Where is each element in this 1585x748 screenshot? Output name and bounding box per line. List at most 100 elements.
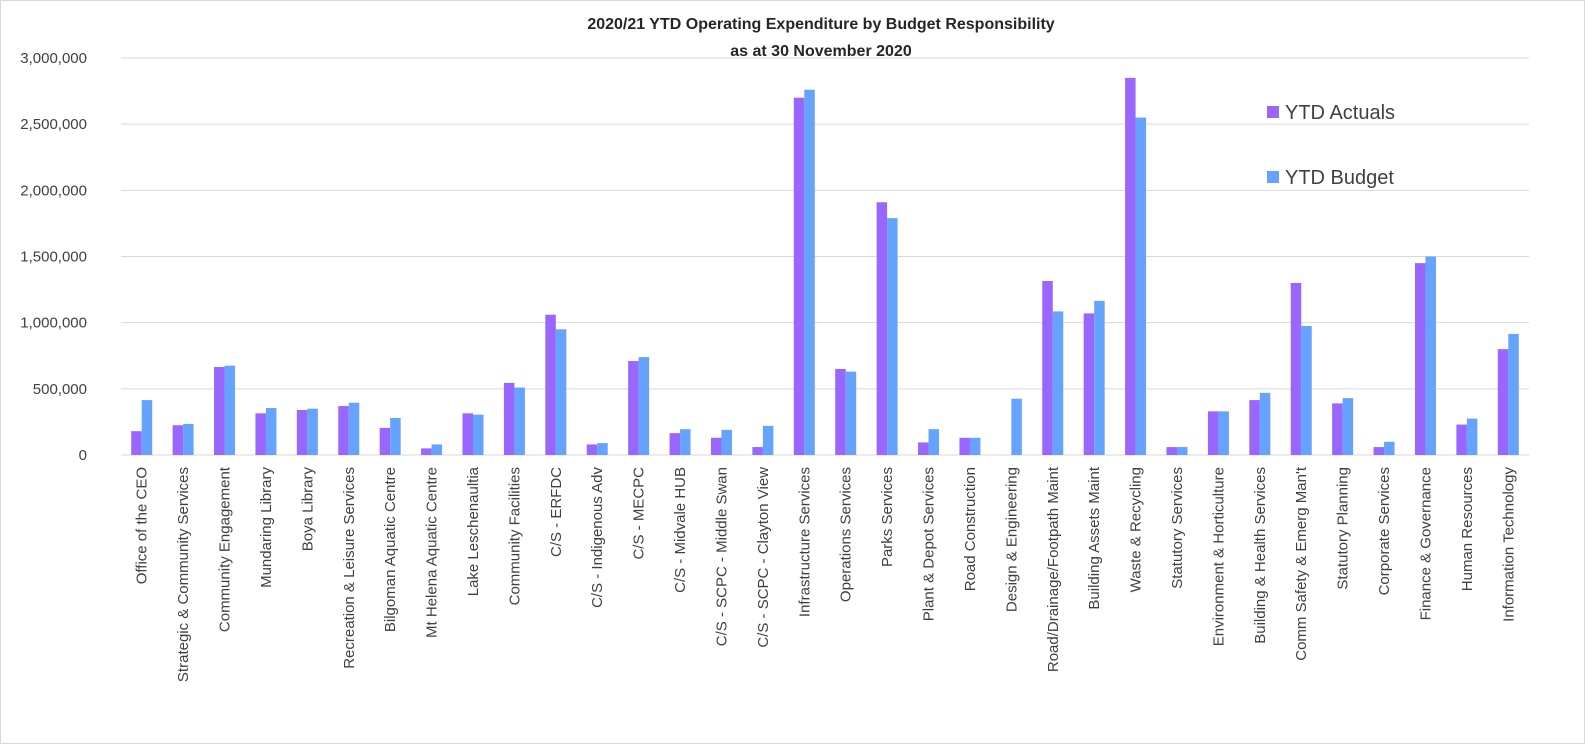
- bar-ytd-budget: [680, 429, 691, 455]
- legend-swatch-ytd-actuals: [1267, 106, 1279, 118]
- x-tick-label: Environment & Horticulture: [1210, 467, 1227, 646]
- x-tick-label: Human Resources: [1459, 467, 1476, 591]
- bar-ytd-actuals: [338, 406, 349, 455]
- legend-label: YTD Budget: [1285, 167, 1394, 189]
- x-tick-label: Boya Library: [299, 467, 316, 552]
- x-tick-label: Strategic & Community Services: [175, 467, 192, 682]
- bar-ytd-actuals: [503, 382, 515, 455]
- x-tick-label: Finance & Governance: [1417, 467, 1434, 620]
- x-tick-label: Building Assets Maint: [1086, 466, 1103, 609]
- bar-ytd-actuals: [1166, 447, 1177, 455]
- bar-ytd-actuals: [959, 437, 970, 455]
- bar-ytd-actuals: [1332, 403, 1343, 455]
- bar-ytd-actuals: [586, 444, 598, 455]
- bar-ytd-actuals: [1456, 424, 1467, 455]
- y-tick-label: 500,000: [33, 381, 87, 398]
- bar-ytd-actuals: [545, 314, 556, 455]
- bar-ytd-budget: [1052, 311, 1064, 455]
- bar-ytd-actuals: [918, 442, 929, 455]
- bar-ytd-budget: [514, 387, 525, 455]
- bar-ytd-budget: [1301, 325, 1312, 455]
- x-tick-label: Building & Health Services: [1252, 467, 1269, 644]
- bar-ytd-budget: [887, 218, 898, 455]
- bar-ytd-budget: [1508, 333, 1519, 455]
- bars: [131, 77, 1519, 456]
- x-tick-label: Corporate Services: [1376, 467, 1393, 595]
- bar-ytd-actuals: [835, 368, 846, 455]
- bar-ytd-budget: [390, 417, 401, 455]
- x-tick-label: Statutory Services: [1169, 467, 1186, 589]
- bar-ytd-budget: [1218, 411, 1229, 455]
- bar-ytd-budget: [928, 429, 940, 455]
- y-tick-label: 1,000,000: [20, 315, 87, 332]
- bar-ytd-actuals: [462, 413, 473, 455]
- bar-ytd-actuals: [1125, 77, 1136, 455]
- x-tick-label: Road Construction: [962, 467, 979, 591]
- x-tick-label: Waste & Recycling: [1128, 467, 1145, 592]
- bar-ytd-actuals: [421, 448, 432, 455]
- x-tick-label: Parks Services: [879, 467, 896, 567]
- bar-ytd-budget: [555, 329, 567, 455]
- x-tick-label: Statutory Planning: [1335, 467, 1352, 590]
- x-axis-tick-labels: Office of the CEO Strategic & Community S…: [134, 466, 1518, 682]
- x-tick-label: C/S - MECPC: [631, 467, 648, 560]
- y-axis-tick-labels: 0 500,000 1,000,000 1,500,000 2,000,000 2,500…: [20, 50, 87, 464]
- x-tick-label: C/S - Indigenous Adv: [589, 467, 606, 608]
- bar-ytd-budget: [1425, 256, 1436, 455]
- x-tick-label: Mt Helena Aquatic Centre: [424, 467, 441, 638]
- x-tick-label: Lake Leschenaultia: [465, 466, 482, 596]
- y-tick-label: 0: [79, 447, 87, 464]
- x-tick-label: Operations Services: [838, 467, 855, 602]
- x-tick-label: Bilgoman Aquatic Centre: [382, 467, 399, 632]
- chart-subtitle: as at 30 November 2020: [730, 43, 912, 60]
- bar-ytd-budget: [969, 437, 981, 455]
- bar-ytd-budget: [183, 423, 194, 455]
- bar-ytd-actuals: [214, 366, 225, 455]
- chart-title: 2020/21 YTD Operating Expenditure by Bud…: [587, 16, 1054, 33]
- bar-ytd-actuals: [793, 97, 805, 455]
- x-tick-label: C/S - ERFDC: [548, 467, 565, 557]
- bar-ytd-budget: [597, 443, 608, 455]
- bar-ytd-budget: [638, 357, 650, 455]
- bar-ytd-actuals: [172, 425, 184, 455]
- bar-ytd-budget: [265, 408, 277, 455]
- x-tick-label: Infrastructure Services: [796, 467, 813, 617]
- x-tick-label: C/S - SCPC - Clayton View: [755, 467, 772, 648]
- bar-ytd-actuals: [1207, 411, 1219, 455]
- bar-ytd-actuals: [379, 427, 391, 455]
- bar-ytd-budget: [845, 371, 857, 455]
- x-tick-label: Road/Drainage/Footpath Maint: [1045, 466, 1062, 672]
- x-tick-label: Recreation & Leisure Services: [341, 467, 358, 669]
- bar-ytd-budget: [721, 429, 732, 455]
- x-tick-label: Comm Safety & Emerg Man't: [1293, 466, 1310, 661]
- x-tick-label: Mundaring Library: [258, 467, 275, 588]
- bar-ytd-budget: [1177, 447, 1188, 455]
- bar-ytd-budget: [1342, 398, 1354, 455]
- bar-ytd-actuals: [710, 437, 722, 455]
- bar-ytd-actuals: [1083, 313, 1095, 455]
- x-tick-label: C/S - Midvale HUB: [672, 467, 689, 593]
- bar-ytd-actuals: [1414, 263, 1426, 455]
- bar-ytd-budget: [1259, 392, 1271, 455]
- bar-ytd-actuals: [752, 447, 763, 455]
- bar-ytd-budget: [1011, 398, 1022, 455]
- x-tick-label: Information Technology: [1500, 467, 1517, 622]
- y-tick-label: 3,000,000: [20, 50, 87, 67]
- bar-ytd-budget: [431, 444, 443, 455]
- bar-ytd-budget: [307, 408, 318, 455]
- bar-ytd-actuals: [1249, 400, 1260, 455]
- bar-ytd-budget: [1466, 418, 1478, 455]
- bar-ytd-budget: [1094, 300, 1105, 455]
- x-tick-label: Office of the CEO: [134, 467, 151, 584]
- bar-ytd-budget: [1384, 441, 1395, 455]
- bar-ytd-actuals: [1290, 282, 1302, 455]
- bar-ytd-budget: [473, 414, 484, 455]
- bar-ytd-budget: [804, 89, 815, 455]
- bar-ytd-budget: [141, 400, 153, 455]
- bar-ytd-budget: [348, 402, 360, 455]
- legend-swatch-ytd-budget: [1267, 171, 1279, 183]
- legend-label: YTD Actuals: [1285, 102, 1395, 124]
- x-tick-label: C/S - SCPC - Middle Swan: [713, 467, 730, 646]
- bar-ytd-budget: [224, 365, 236, 455]
